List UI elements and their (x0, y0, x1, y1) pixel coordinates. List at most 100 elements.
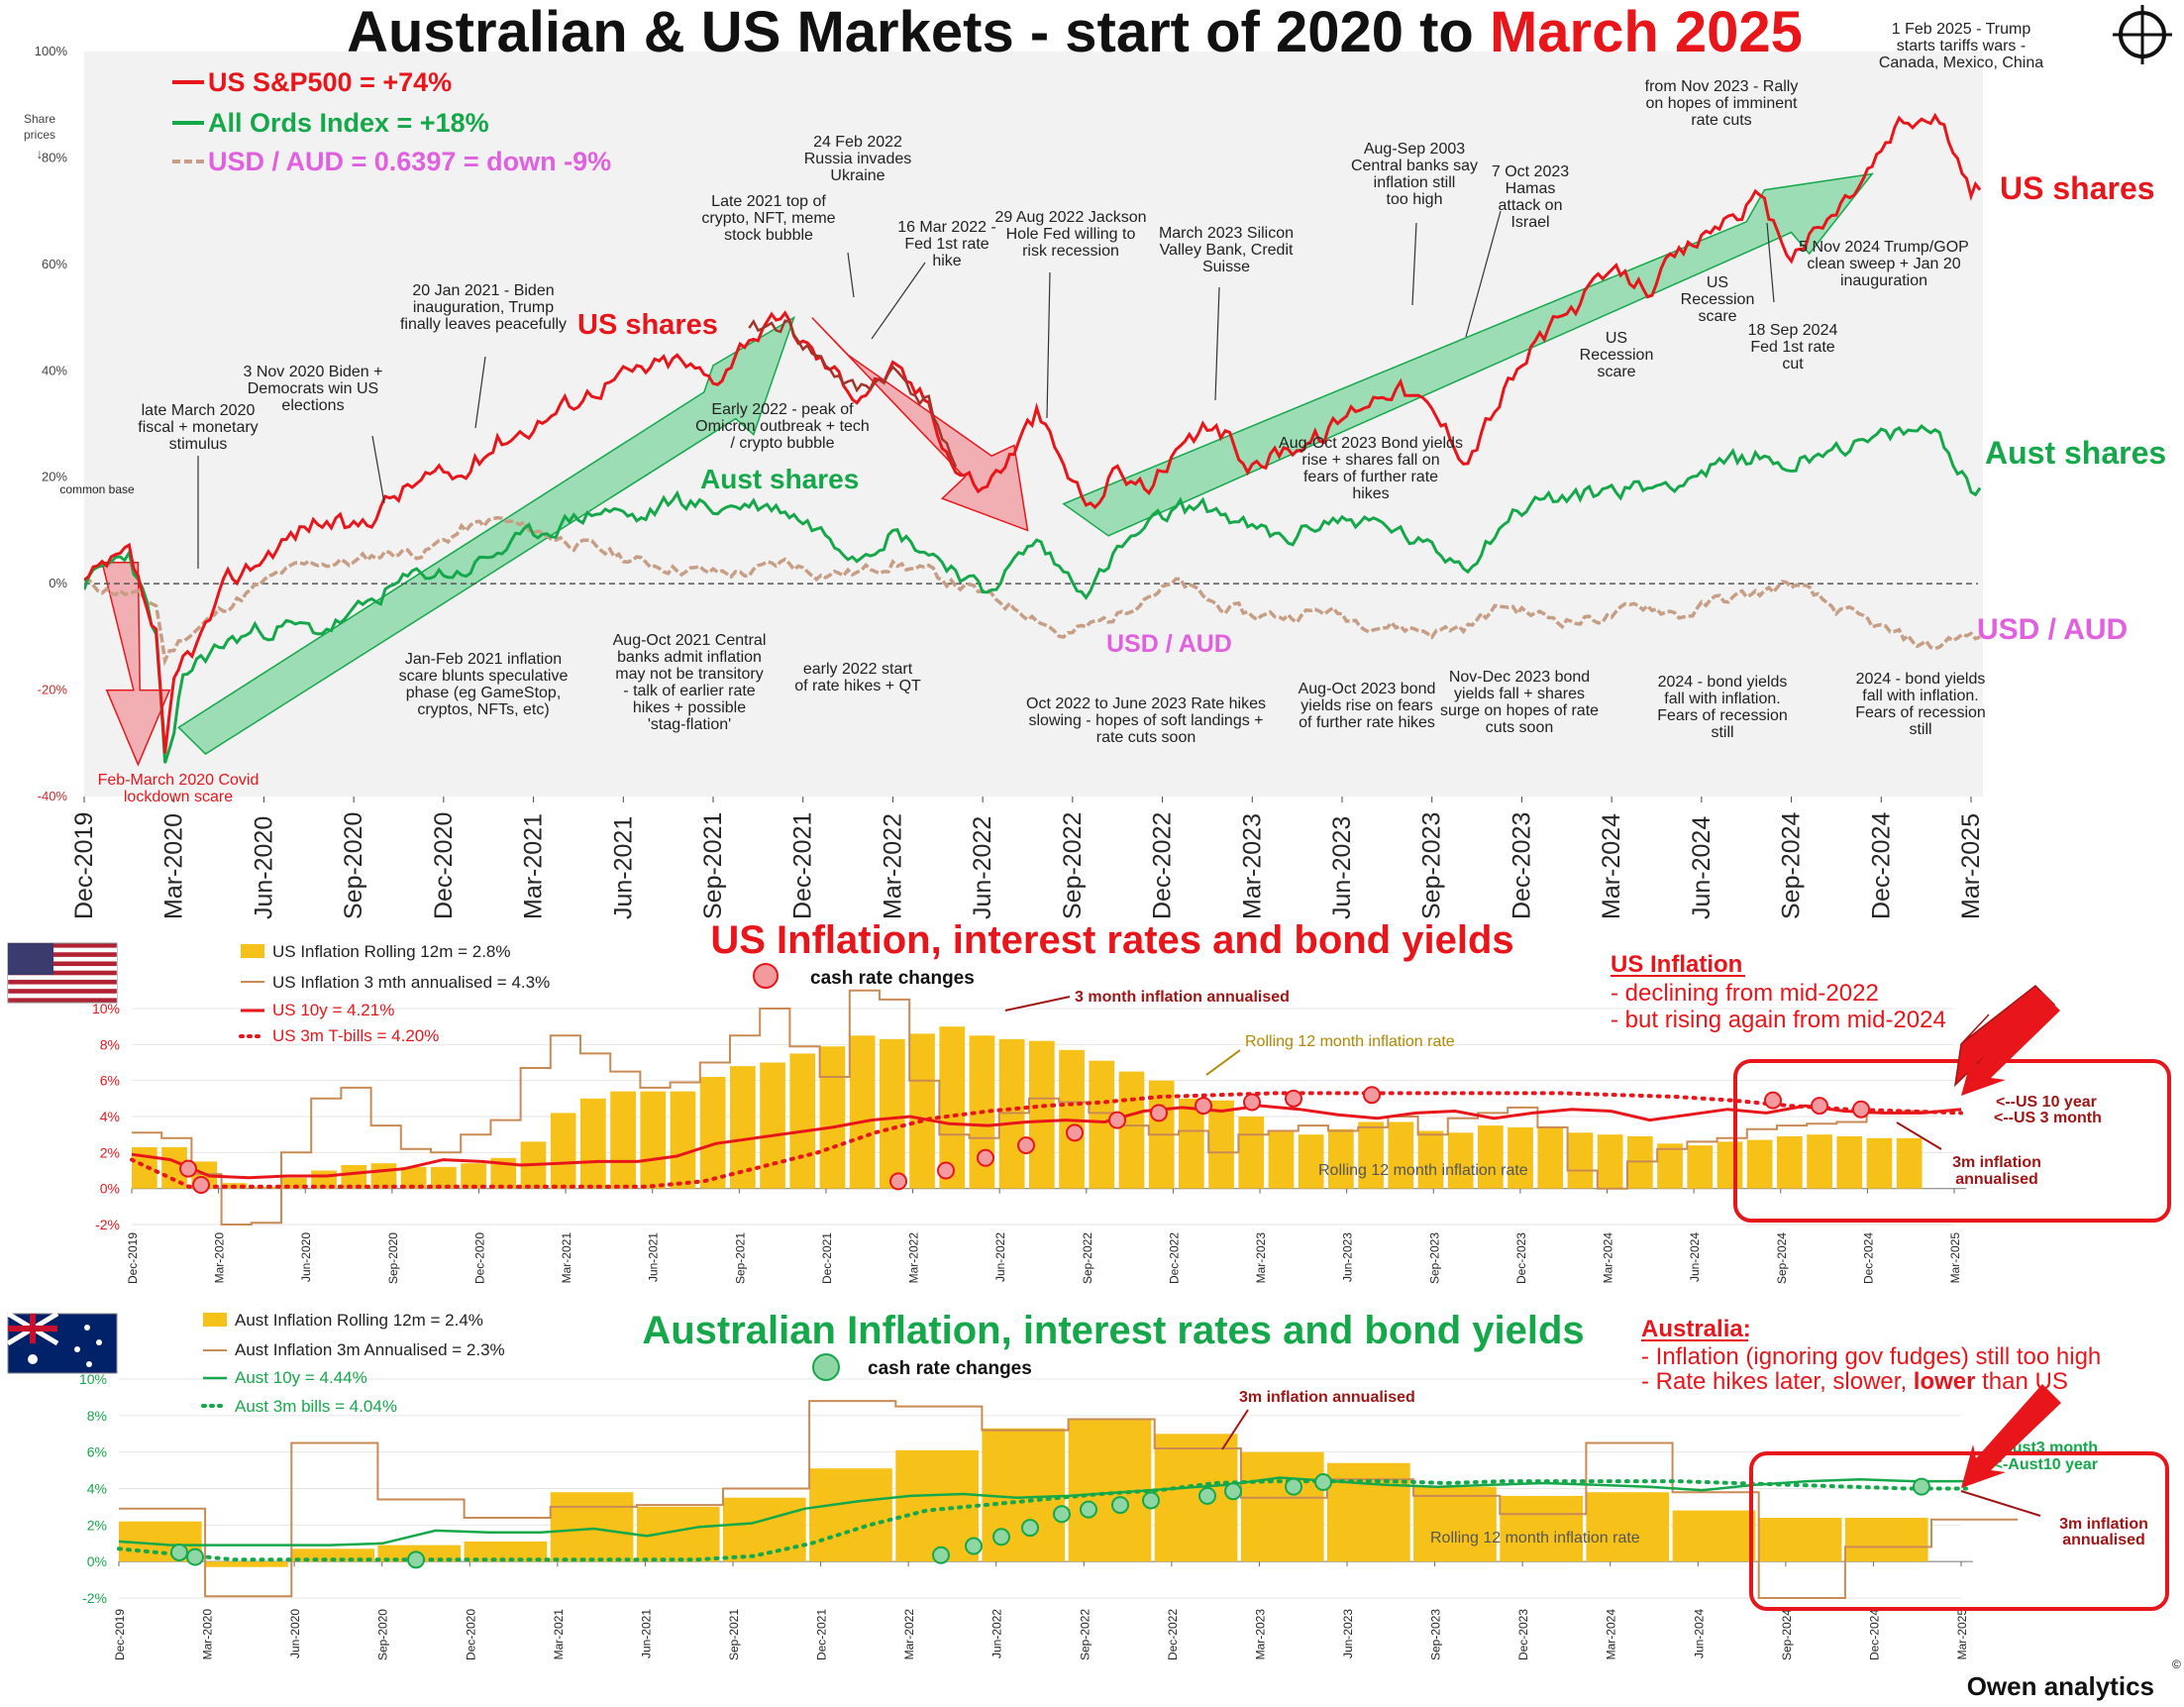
annotation-line: Suisse (1202, 259, 1250, 275)
au-annotation: 3m inflation annualised (1239, 1389, 1415, 1406)
annotation-line: 7 Oct 2023 (1492, 163, 1569, 180)
top-trend-arrows (101, 172, 1874, 767)
annotation-line: hikes + possible (633, 699, 746, 716)
x-tick-label: Jun-2024 (1688, 816, 1716, 919)
annotation-line: from Nov 2023 - Rally (1645, 78, 1799, 95)
us-x-tick-label: Jun-2024 (1688, 1232, 1702, 1282)
aus-flag-star (84, 1325, 90, 1331)
us-rolling-bar (1716, 1141, 1743, 1189)
us-flag-stripe (8, 993, 117, 999)
us-rolling-bar (819, 1046, 846, 1189)
headers: Australian & US Markets - start of 2020 … (347, 0, 2181, 1701)
au-x-tick-label: Mar-2022 (902, 1609, 916, 1660)
annotation-pointer (871, 262, 926, 340)
us-x-tick-label: Sep-2023 (1427, 1232, 1441, 1284)
x-tick-label: Dec-2022 (1149, 812, 1177, 919)
annotation-line: US (1707, 274, 1728, 291)
au-x-tick-label: Dec-2020 (464, 1609, 477, 1660)
us-rolling-bar (909, 1033, 935, 1189)
us-rolling-bar (760, 1062, 785, 1189)
annotation-line: scare (1698, 308, 1736, 325)
legend-label: USD / AUD = 0.6397 = down -9% (208, 147, 611, 176)
us-x-tick-label: Jun-2023 (1341, 1232, 1355, 1282)
annotation-line: risk recession (1022, 243, 1119, 260)
y-tick-label: 100% (35, 44, 68, 58)
us-rolling-bar (1896, 1137, 1923, 1189)
us-cash-rate-marker (1017, 1136, 1035, 1155)
annotation-line: banks admit inflation (617, 649, 762, 666)
us-inflation-panel: 10% 8% 6% 4% 2% 0% -2% Dec-2019 Mar-2020 Jun-2020… (7, 942, 2171, 1284)
au-x-tick-label: Jun-2023 (1341, 1609, 1355, 1658)
annotation-line: rate cuts (1691, 112, 1751, 129)
x-tick-label: Jun-2022 (969, 816, 996, 919)
us-rolling-bar (1417, 1130, 1444, 1189)
us-cash-rate-marker (1852, 1100, 1870, 1119)
us-rolling-bar (1508, 1126, 1533, 1189)
annotation-line: Aug-Sep 2003 (1364, 141, 1465, 158)
annotation-line: fiscal + monetary (138, 419, 258, 436)
au-cash-rate-marker (992, 1528, 1010, 1547)
us-x-tick-label: Dec-2022 (1167, 1232, 1181, 1284)
us-x-tick-label: Jun-2021 (647, 1232, 661, 1282)
title-highlight: March 2025 (1490, 0, 1803, 64)
x-tick-label: Mar-2024 (1598, 813, 1625, 919)
us-rolling-bar (370, 1163, 397, 1189)
annotation-line: Jan-Feb 2021 inflation (405, 651, 562, 668)
sp500-line (84, 112, 1982, 754)
annotation-line: 20 Jan 2021 - Biden (412, 282, 554, 299)
us-cash-rate-marker (889, 1172, 907, 1191)
annotation-line: inauguration, Trump (413, 299, 554, 316)
annotation-line: may not be transitory (615, 666, 763, 683)
us-cash-rate-marker (1108, 1111, 1126, 1129)
au-x-tick-label: Dec-2019 (113, 1609, 127, 1660)
us-rolling-bar (699, 1077, 726, 1189)
au-y-tick: 2% (87, 1517, 107, 1533)
us-rolling-bar (1388, 1121, 1414, 1189)
us-cash-rate-marker (1811, 1097, 1828, 1116)
au-x-tick-label: Jun-2022 (990, 1609, 1004, 1658)
annotation-pointer (1766, 222, 1775, 303)
annotation-line: 24 Feb 2022 (813, 134, 902, 151)
annotation-line: March 2023 Silicon (1159, 225, 1294, 242)
au-box-line-part: - Rate hikes later, slower, (1641, 1368, 1914, 1395)
au-x-tick-label: Mar-2023 (1253, 1609, 1267, 1660)
au-box-line-part: than US (1975, 1368, 2067, 1395)
us-flag-stripe (8, 975, 117, 980)
au-rolling-bar (1500, 1495, 1583, 1562)
us-rolling-bar (1478, 1125, 1504, 1189)
annotation-line: scare blunts speculative (399, 668, 569, 685)
us-x-tick-label: Jun-2020 (299, 1232, 313, 1282)
annotation-line: too high (1387, 191, 1443, 208)
us-x-tick-label: Sep-2022 (1081, 1232, 1094, 1284)
au-rolling-bar (1413, 1486, 1497, 1562)
au-rolling-bar (723, 1497, 806, 1562)
annotation-line: Late 2021 top of (711, 193, 826, 210)
aus-panel-title: Australian Inflation, interest rates and… (642, 1309, 1584, 1352)
us-y-tick: 2% (100, 1144, 120, 1160)
au-rolling-bar (1154, 1434, 1238, 1562)
us-rolling-bar (880, 1038, 905, 1189)
us-y-tick: -2% (95, 1217, 120, 1232)
au-bills-line (117, 1479, 1968, 1562)
au-rolling-bar (809, 1468, 892, 1562)
annotation-line: Recession (1681, 291, 1755, 308)
us-y-tick: 0% (100, 1181, 120, 1197)
annotation-line: 18 Sep 2024 (1748, 322, 1838, 339)
annotation-line: Central banks say (1351, 158, 1478, 174)
x-tick-label: Mar-2023 (1238, 813, 1266, 919)
annotation-line: stock bubble (724, 227, 813, 244)
y-tick-label: 80% (42, 150, 67, 164)
au-cash-rate-marker (965, 1537, 983, 1555)
annotation-line: 1 Feb 2025 - Trump (1892, 21, 2031, 38)
au-cash-rate-marker (1913, 1477, 1930, 1496)
annotation-line: 3 Nov 2020 Biden + (244, 364, 383, 380)
us-box-line: - declining from mid-2022 (1611, 980, 1879, 1007)
